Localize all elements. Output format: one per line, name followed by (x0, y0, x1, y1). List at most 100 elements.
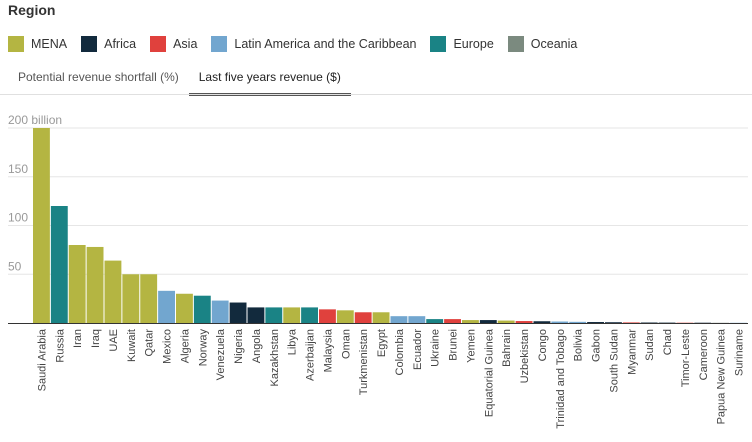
x-tick-label: Bahrain (501, 329, 513, 367)
x-tick-label: Mexico (162, 329, 174, 364)
legend-swatch-oceania (507, 36, 524, 52)
bar (605, 322, 622, 323)
y-tick-label: 150 (8, 162, 28, 176)
bar (479, 320, 497, 323)
bar (426, 319, 444, 323)
x-tick-label: Chad (662, 329, 674, 355)
bar (372, 312, 390, 323)
x-tick-label: Russia (54, 328, 66, 363)
x-tick-label: Colombia (394, 328, 406, 375)
legend-label-oceania: Oceania (530, 37, 578, 51)
legend-item-mena[interactable]: MENA (8, 36, 67, 52)
legend-item-oceania[interactable]: Oceania (507, 36, 578, 52)
bar (86, 246, 104, 323)
x-tick-label: Uzbekistan (519, 329, 531, 383)
legend-label-europe: Europe (453, 37, 494, 51)
legend-label-mena: MENA (31, 37, 68, 51)
x-tick-label: Kuwait (126, 329, 138, 362)
bar (283, 307, 301, 323)
legend-item-latin-america[interactable]: Latin America and the Caribbean (211, 36, 416, 52)
chart-tabs: Potential revenue shortfall (%) Last fiv… (8, 66, 351, 96)
x-tick-label: Sudan (644, 329, 656, 361)
x-tick-label: UAE (108, 329, 120, 352)
bar (587, 322, 604, 323)
bar (50, 206, 68, 323)
x-tick-label: Ukraine (430, 329, 442, 367)
legend-title: Region (8, 2, 56, 18)
bar (497, 320, 515, 323)
x-tick-label: Angola (251, 328, 263, 363)
bar (193, 295, 211, 323)
x-tick-label: Azerbaijan (305, 329, 317, 381)
x-tick-label: Iraq (90, 329, 102, 348)
bar (301, 307, 318, 323)
bar (158, 290, 175, 323)
legend-item-europe[interactable]: Europe (430, 36, 494, 52)
x-tick-label: Iran (72, 329, 84, 348)
legend-swatch-europe (430, 36, 447, 52)
bar (462, 320, 479, 323)
x-tick-label: Ecuador (412, 329, 424, 370)
bar (515, 321, 533, 323)
legend-label-latin-america: Latin America and the Caribbean (234, 37, 417, 51)
x-tick-label: South Sudan (608, 329, 620, 393)
tab-potential-revenue-shortfall[interactable]: Potential revenue shortfall (%) (18, 70, 179, 84)
bar-chart: 200 billion 150 100 50 Saudi Arabia Russia Ira… (8, 113, 748, 429)
bar (33, 128, 50, 323)
bar (533, 321, 551, 323)
tab-divider (0, 94, 752, 95)
x-tick-label: Libya (287, 328, 299, 355)
bar (444, 319, 461, 323)
x-tick-label: Brunei (448, 329, 460, 361)
x-tick-label: Norway (197, 329, 209, 367)
legend: MENA Africa Asia Latin America and the C… (8, 36, 591, 52)
x-tick-label: Papua New Guinea (716, 328, 728, 424)
x-tick-label: Qatar (144, 329, 156, 357)
x-tick-label: Trinidad and Tobago (555, 329, 567, 429)
y-tick-label: 50 (8, 259, 22, 273)
x-tick-label: Kazakhstan (269, 329, 281, 386)
bar (551, 321, 569, 323)
bar (176, 293, 193, 323)
legend-item-africa[interactable]: Africa (81, 36, 136, 52)
bar (122, 274, 140, 323)
legend-swatch-asia (150, 36, 167, 52)
y-tick-label: 200 billion (8, 113, 62, 127)
legend-item-asia[interactable]: Asia (150, 36, 197, 52)
bar (390, 316, 408, 323)
legend-label-africa: Africa (104, 37, 137, 51)
x-tick-label: Gabon (591, 329, 603, 362)
bar (408, 316, 426, 323)
x-tick-label: Equatorial Guinea (483, 328, 495, 417)
bar (354, 312, 372, 323)
x-tick-label: Suriname (734, 329, 746, 376)
x-tick-label: Yemen (465, 329, 477, 363)
x-tick-label: Myanmar (626, 329, 638, 375)
bar (140, 274, 158, 323)
bar (622, 322, 640, 323)
y-tick-label: 100 (8, 211, 28, 225)
x-tick-label: Egypt (376, 329, 388, 357)
x-tick-label: Algeria (179, 328, 191, 363)
legend-swatch-mena (8, 36, 24, 52)
bar (265, 307, 283, 323)
x-tick-label: Turkmenistan (358, 329, 370, 395)
x-tick-label: Malaysia (322, 328, 334, 372)
legend-swatch-latin-america (211, 36, 228, 52)
tab-last-five-years-revenue[interactable]: Last five years revenue ($) (188, 66, 351, 96)
x-tick-label: Congo (537, 329, 549, 361)
x-tick-label: Oman (340, 329, 352, 359)
bar (211, 300, 229, 323)
bar (319, 309, 336, 323)
x-tick-label: Venezuela (215, 328, 227, 380)
legend-swatch-africa (81, 36, 98, 52)
x-tick-label: Bolivia (573, 328, 585, 361)
bar (68, 245, 86, 323)
bar (104, 260, 122, 323)
x-tick-label: Timor-Leste (680, 329, 692, 387)
bar (569, 321, 587, 323)
legend-label-asia: Asia (173, 37, 198, 51)
bar (247, 307, 265, 323)
bar (336, 310, 354, 323)
x-tick-label: Cameroon (698, 329, 710, 380)
